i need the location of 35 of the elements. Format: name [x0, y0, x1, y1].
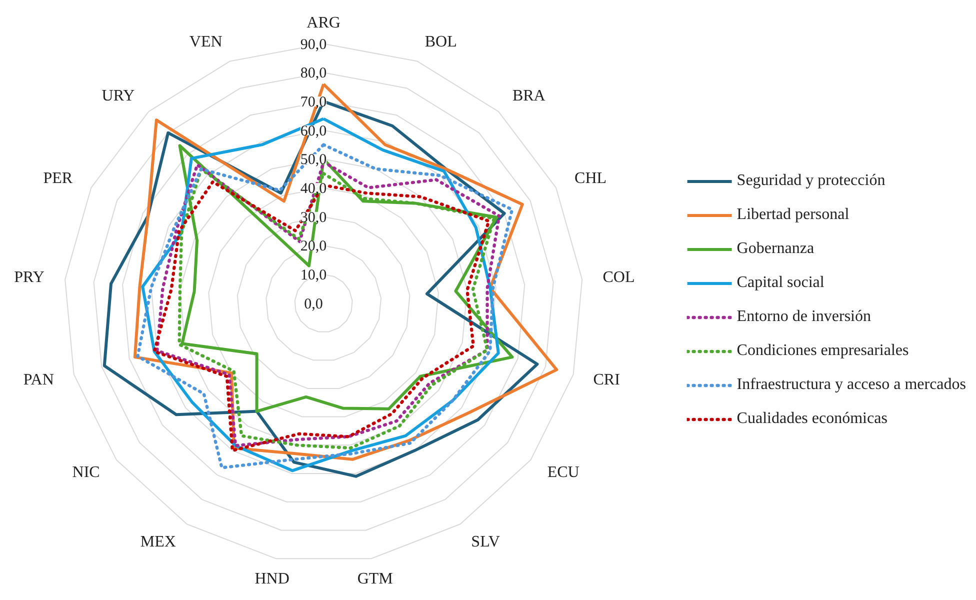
- legend-label: Entorno de inversión: [736, 308, 871, 326]
- y-tick-label: 60,0: [300, 123, 327, 140]
- y-tick-label: 0,0: [304, 296, 323, 312]
- spoke-label: COL: [602, 269, 635, 286]
- spoke-label: MEX: [140, 533, 176, 550]
- y-tick-label: 40,0: [300, 181, 327, 197]
- y-tick-label: 50,0: [300, 152, 327, 168]
- legend-label: Condiciones empresariales: [736, 342, 909, 360]
- spoke-label: URY: [102, 88, 136, 105]
- spoke-label: GTM: [357, 570, 393, 588]
- spoke-label: NIC: [72, 464, 100, 481]
- y-tick-label: 90,0: [300, 36, 327, 53]
- spoke-label: HND: [254, 570, 290, 588]
- spoke-label: BOL: [424, 33, 457, 50]
- y-tick-label: 70,0: [300, 94, 327, 110]
- spoke-label: PER: [43, 170, 73, 187]
- spoke-label: ECU: [547, 464, 580, 481]
- spoke-label: CHL: [574, 170, 607, 187]
- y-tick-label: 20,0: [300, 238, 327, 255]
- spoke-label: VEN: [189, 33, 223, 50]
- spoke-label: BRA: [512, 88, 546, 105]
- spoke-label: PRY: [14, 269, 45, 286]
- spoke-label: SLV: [471, 533, 500, 550]
- spoke-label: PAN: [23, 372, 54, 389]
- spoke-label: ARG: [306, 14, 341, 32]
- y-tick-label: 10,0: [300, 268, 327, 284]
- legend-label: Capital social: [736, 274, 824, 292]
- legend-label: Gobernanza: [736, 240, 814, 258]
- legend-label: Infraestructura y acceso a mercados: [736, 376, 966, 394]
- y-tick-label: 30,0: [300, 210, 327, 226]
- legend-label: Seguridad y protección: [736, 172, 886, 190]
- legend-label: Cualidades económicas: [736, 410, 888, 428]
- legend-label: Libertad personal: [736, 206, 850, 224]
- y-tick-label: 80,0: [300, 66, 327, 82]
- spoke-label: CRI: [593, 372, 620, 389]
